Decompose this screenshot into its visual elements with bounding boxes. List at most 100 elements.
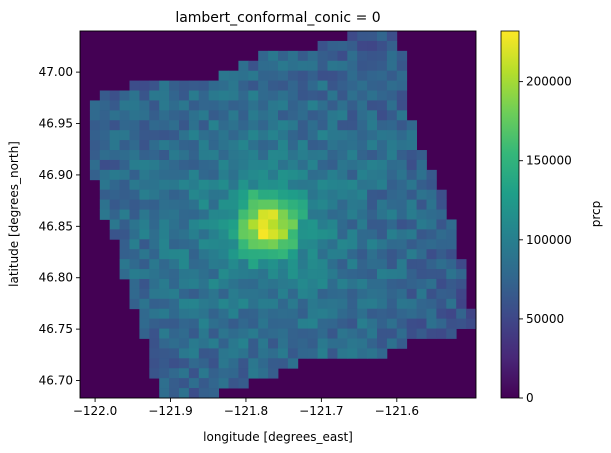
heatmap-cell (119, 100, 130, 111)
heatmap-cell (198, 169, 210, 181)
heatmap-cell (307, 269, 318, 280)
heatmap-cell (456, 318, 467, 329)
heatmap-cell (287, 110, 299, 121)
heatmap-cell (179, 100, 190, 111)
heatmap-cell (268, 120, 279, 131)
heatmap-cell (218, 199, 229, 210)
heatmap-cell (337, 169, 348, 181)
heatmap-cell (169, 140, 180, 151)
heatmap-cell (109, 110, 120, 121)
heatmap-cell (179, 239, 190, 250)
heatmap-cell (188, 90, 200, 101)
heatmap-cell (317, 259, 328, 270)
heatmap-cell (337, 150, 348, 161)
heatmap-cell (129, 130, 140, 141)
heatmap-cell (268, 80, 279, 91)
heatmap-cell (159, 239, 170, 250)
y-tick-label: 46.95 (39, 117, 73, 131)
heatmap-cell (367, 80, 378, 91)
heatmap-cell (149, 159, 160, 171)
y-tick-label: 46.75 (39, 322, 73, 336)
heatmap-cell (337, 308, 348, 320)
heatmap-cell (198, 229, 210, 240)
heatmap-cell (377, 249, 388, 260)
heatmap-cell (327, 318, 338, 329)
heatmap-cell (238, 120, 249, 131)
heatmap-cell (248, 318, 259, 329)
heatmap-cell (297, 189, 309, 201)
heatmap-cell (198, 189, 210, 201)
heatmap-cell (297, 239, 309, 250)
heatmap-cell (238, 150, 249, 161)
heatmap-cell (139, 249, 150, 260)
heatmap-cell (258, 199, 269, 210)
heatmap-cell (347, 50, 358, 62)
heatmap-cell (119, 150, 130, 161)
heatmap-cell (129, 169, 140, 181)
heatmap-cell (228, 100, 239, 111)
heatmap-cell (228, 278, 239, 290)
heatmap-cell (139, 90, 150, 101)
heatmap-cell (119, 199, 130, 210)
heatmap-cell (377, 239, 388, 250)
heatmap-cell (347, 288, 358, 300)
heatmap-cell (149, 110, 160, 121)
heatmap-cell (278, 229, 289, 240)
heatmap-cell (377, 209, 388, 220)
heatmap-cell (377, 169, 388, 181)
x-tick-label: −121.9 (148, 404, 192, 418)
heatmap-cell (268, 318, 279, 329)
heatmap-cell (198, 219, 210, 230)
heatmap-cell (119, 269, 130, 280)
heatmap-cell (317, 189, 328, 201)
heatmap-cell (317, 318, 328, 329)
heatmap-cell (208, 130, 219, 141)
heatmap-cell (208, 140, 219, 151)
heatmap-cell (327, 239, 338, 250)
heatmap-cell (436, 269, 447, 280)
heatmap-cell (278, 80, 289, 91)
heatmap-cell (337, 100, 348, 111)
heatmap-cell (337, 70, 348, 81)
heatmap-cell (337, 159, 348, 171)
colorbar-axis: 0 50000 100000 150000 200000 (519, 75, 572, 405)
heatmap-cell (248, 70, 259, 81)
heatmap-cell (258, 60, 269, 72)
heatmap-cell (327, 140, 338, 151)
heatmap-cell (188, 239, 200, 250)
heatmap-cell (307, 288, 318, 300)
heatmap-cell (149, 150, 160, 161)
heatmap-cell (238, 358, 249, 369)
heatmap-cell (109, 199, 120, 210)
heatmap-cell (169, 219, 180, 230)
heatmap-cell (386, 249, 398, 260)
heatmap-cell (327, 179, 338, 191)
heatmap-cell (248, 278, 259, 290)
heatmap-cell (446, 288, 457, 300)
heatmap-cell (416, 229, 427, 240)
heatmap-cell (386, 229, 398, 240)
heatmap-cell (179, 169, 190, 181)
heatmap-cell (337, 249, 348, 260)
heatmap-cell (466, 318, 477, 329)
heatmap-cell (347, 189, 358, 201)
heatmap-cell (218, 259, 229, 270)
heatmap-cell (149, 229, 160, 240)
heatmap-cell (208, 169, 219, 181)
heatmap-cell (297, 179, 309, 191)
heatmap-cell (188, 150, 200, 161)
heatmap-cell (327, 348, 338, 359)
heatmap-cell (268, 140, 279, 151)
heatmap-cell (377, 130, 388, 141)
heatmap-cell (218, 169, 229, 181)
heatmap-cell (386, 288, 398, 300)
heatmap-cell (386, 308, 398, 320)
heatmap-cell (169, 358, 180, 369)
heatmap-cell (446, 269, 457, 280)
heatmap-cell (337, 110, 348, 121)
heatmap-cell (287, 209, 299, 220)
heatmap-cell (99, 189, 111, 201)
heatmap-cell (287, 179, 299, 191)
heatmap-cell (238, 259, 249, 270)
heatmap-cell (129, 199, 140, 210)
